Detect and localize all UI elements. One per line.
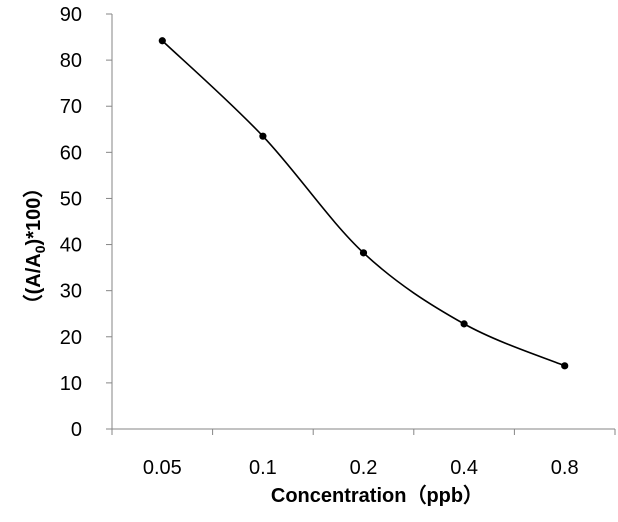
axes	[106, 13, 616, 435]
data-point-marker	[561, 362, 569, 370]
y-tick-label: 30	[60, 281, 82, 303]
data-point-marker	[158, 37, 166, 45]
data-markers	[158, 37, 569, 370]
y-tick-label: 10	[60, 373, 82, 395]
x-axis-title: Concentration（ppb）	[271, 484, 483, 507]
y-tick-label: 60	[60, 142, 82, 164]
series-line	[161, 40, 566, 367]
y-tick-label: 0	[71, 419, 82, 441]
x-tick-label: 0.2	[350, 457, 378, 479]
y-tick-label: 90	[60, 4, 82, 26]
y-tick-label: 40	[60, 235, 82, 257]
y-tick-label: 50	[60, 188, 82, 210]
x-tick-label: 0.05	[143, 457, 182, 479]
y-axis-title-suffix: )*100）	[22, 178, 45, 246]
y-axis-title-prefix: （(A/A	[22, 253, 45, 314]
y-tick-label: 70	[60, 96, 82, 118]
y-axis-title: （(A/A0)*100）	[22, 178, 48, 315]
y-tick-label: 80	[60, 50, 82, 72]
x-tick-label: 0.8	[551, 457, 579, 479]
x-tick-label: 0.1	[249, 457, 277, 479]
data-point-marker	[460, 320, 468, 328]
x-tick-label: 0.4	[450, 457, 478, 479]
y-tick-labels: 0 10 20 30 40 50 60 70 80 90	[60, 4, 82, 441]
data-series	[161, 40, 566, 367]
y-axis-title-subscript: 0	[32, 245, 48, 253]
data-point-marker	[359, 249, 368, 257]
y-tick-label: 20	[60, 327, 82, 349]
data-point-marker	[259, 132, 267, 140]
x-tick-labels: 0.05 0.1 0.2 0.4 0.8	[143, 457, 579, 479]
